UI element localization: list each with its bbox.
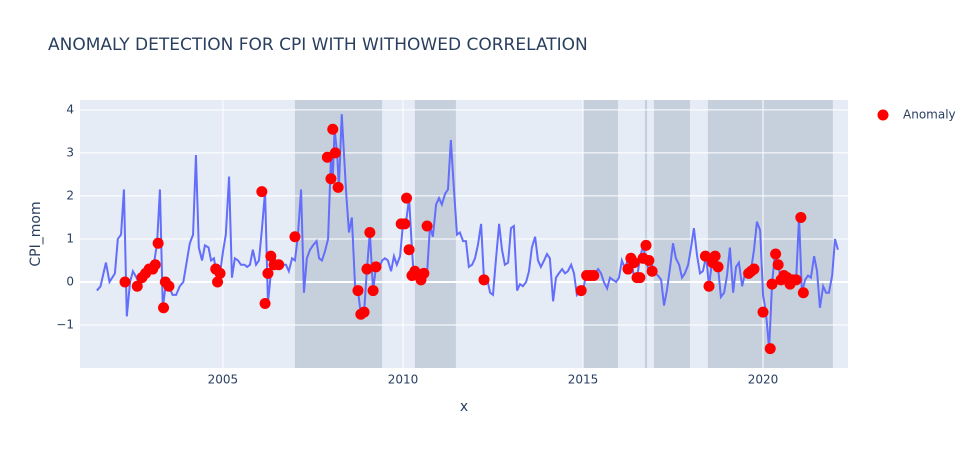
anomaly-point: [628, 257, 640, 269]
anomaly-point: [289, 231, 301, 243]
anomaly-point: [766, 278, 778, 290]
anomaly-point: [367, 285, 379, 297]
anomaly-point: [259, 297, 271, 309]
anomaly-point: [149, 259, 161, 271]
anomaly-point: [588, 270, 600, 282]
anomaly-point: [575, 285, 587, 297]
x-tick-label: 2005: [208, 373, 239, 387]
anomaly-point: [418, 267, 430, 279]
y-tick-label: −1: [56, 317, 74, 331]
anomaly-point: [352, 285, 364, 297]
anomaly-point: [332, 181, 344, 193]
anomaly-point: [790, 274, 802, 286]
shaded-region: [582, 100, 618, 368]
anomaly-point: [478, 274, 490, 286]
anomaly-point: [158, 302, 170, 314]
y-tick-label: 0: [66, 274, 74, 288]
shaded-region: [644, 100, 648, 368]
anomaly-point: [273, 259, 285, 271]
anomaly-point: [634, 272, 646, 284]
x-tick-label: 2020: [748, 373, 779, 387]
anomaly-point: [361, 263, 373, 275]
y-tick-label: 3: [66, 145, 74, 159]
legend-marker: [877, 109, 889, 121]
y-tick-label: 2: [66, 188, 74, 202]
anomaly-point: [212, 276, 224, 288]
y-axis-title: CPI_mom: [28, 201, 44, 266]
anomaly-point: [214, 267, 226, 279]
anomaly-point: [399, 218, 411, 230]
anomaly-point: [699, 250, 711, 262]
shaded-region: [414, 100, 456, 368]
anomaly-point: [703, 280, 715, 292]
anomaly-point: [131, 280, 143, 292]
anomaly-point: [770, 248, 782, 260]
anomaly-point: [401, 192, 413, 204]
anomaly-point: [421, 220, 433, 232]
anomaly-point: [643, 254, 655, 266]
shaded-region: [653, 100, 690, 368]
anomaly-point: [262, 267, 274, 279]
anomaly-point: [119, 276, 131, 288]
anomaly-point: [256, 186, 268, 198]
anomaly-point: [327, 123, 339, 135]
anomaly-point: [403, 244, 415, 256]
y-tick-label: 1: [66, 231, 74, 245]
anomaly-point: [409, 265, 421, 277]
anomaly-point: [712, 261, 724, 273]
anomaly-point: [325, 173, 337, 185]
anomaly-point: [748, 263, 760, 275]
anomaly-point: [329, 147, 341, 159]
anomaly-point: [646, 265, 658, 277]
anomaly-point: [709, 250, 721, 262]
x-axis-title: x: [460, 399, 468, 415]
anomaly-point: [163, 280, 175, 292]
y-tick-label: 4: [66, 102, 74, 116]
plot-background: [80, 100, 848, 368]
anomaly-point: [364, 226, 376, 238]
anomaly-point: [152, 237, 164, 249]
marks-layer: [96, 114, 839, 355]
anomaly-point: [757, 306, 769, 318]
anomaly-point: [795, 211, 807, 223]
anomaly-point: [358, 306, 370, 318]
chart-title: ANOMALY DETECTION FOR CPI WITH WITHOWED …: [48, 35, 588, 55]
anomaly-point: [772, 259, 784, 271]
legend-label: Anomaly: [903, 108, 956, 122]
x-tick-label: 2010: [388, 373, 419, 387]
x-tick-label: 2015: [568, 373, 599, 387]
anomaly-point: [265, 250, 277, 262]
anomaly-point: [370, 261, 382, 273]
anomaly-point: [640, 239, 652, 251]
anomaly-point: [797, 287, 809, 299]
anomaly-point: [764, 343, 776, 355]
